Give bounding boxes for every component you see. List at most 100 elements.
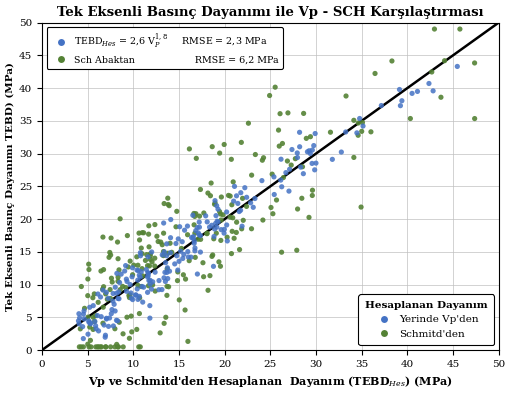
Point (126, 281, 134, 288)
Point (232, 229, 240, 235)
Point (97, 294, 105, 300)
Point (266, 92, 274, 99)
Point (217, 194, 225, 200)
Point (174, 269, 182, 275)
Point (102, 344, 110, 350)
Point (228, 214, 237, 221)
Point (111, 284, 120, 290)
Point (153, 233, 161, 239)
Point (138, 299, 147, 305)
Point (230, 183, 239, 190)
Point (146, 277, 154, 284)
Point (133, 326, 141, 333)
Point (350, 117, 358, 124)
Point (114, 278, 122, 284)
Point (293, 150, 301, 156)
Point (126, 258, 134, 264)
Point (223, 234, 231, 241)
Point (106, 344, 114, 350)
Point (180, 251, 188, 258)
Point (234, 200, 242, 207)
Point (398, 98, 406, 104)
Point (131, 292, 140, 298)
Point (207, 180, 215, 186)
Point (119, 344, 127, 350)
Point (267, 204, 275, 211)
Point (226, 214, 234, 220)
Point (179, 255, 187, 261)
Point (99, 234, 107, 240)
Point (174, 267, 182, 273)
Point (164, 265, 172, 271)
Point (199, 274, 207, 280)
Point (268, 171, 276, 177)
Point (89, 303, 97, 309)
Point (191, 254, 199, 261)
Legend: Yerinde Vp'den, Schmitd'den: Yerinde Vp'den, Schmitd'den (359, 294, 494, 345)
Point (304, 149, 312, 155)
Point (242, 203, 250, 210)
Point (308, 147, 316, 153)
Point (215, 259, 223, 265)
Point (214, 206, 222, 212)
Point (116, 216, 124, 222)
Point (173, 208, 181, 214)
Point (308, 187, 316, 194)
Point (137, 245, 145, 251)
Point (99, 286, 107, 292)
Point (136, 274, 144, 280)
Point (206, 273, 214, 279)
Point (239, 217, 247, 224)
Point (144, 274, 152, 280)
Point (146, 315, 154, 321)
Point (456, 26, 464, 32)
Point (140, 284, 148, 290)
Point (129, 296, 137, 303)
Point (229, 179, 237, 185)
Point (293, 247, 301, 254)
Point (220, 230, 228, 236)
Point (133, 267, 141, 273)
Point (269, 211, 277, 217)
Point (144, 273, 152, 279)
Point (184, 254, 193, 260)
Point (177, 245, 185, 252)
Point (220, 226, 228, 233)
Point (151, 288, 159, 294)
Point (275, 143, 283, 149)
Point (179, 272, 188, 278)
Point (145, 277, 153, 284)
Point (210, 236, 218, 242)
Point (168, 249, 176, 256)
Point (204, 287, 212, 293)
Point (328, 156, 336, 162)
Point (75, 344, 83, 350)
Point (122, 276, 130, 282)
Point (157, 239, 165, 245)
Point (151, 263, 159, 269)
Point (135, 272, 144, 278)
Point (123, 314, 131, 320)
Point (453, 63, 461, 70)
Point (133, 286, 141, 292)
Point (122, 284, 130, 291)
Point (85, 319, 93, 325)
Point (86, 320, 95, 326)
Point (237, 139, 245, 145)
Point (113, 318, 122, 324)
Point (189, 212, 197, 218)
Point (282, 169, 290, 176)
Point (190, 210, 198, 216)
Point (244, 120, 252, 126)
Point (91, 323, 100, 329)
Point (135, 293, 144, 299)
Point (189, 235, 197, 241)
Point (106, 249, 114, 256)
Point (357, 204, 365, 210)
Point (302, 135, 310, 141)
Point (207, 222, 216, 228)
Point (148, 259, 156, 265)
Point (310, 143, 318, 149)
Point (138, 283, 146, 290)
Point (163, 269, 171, 276)
